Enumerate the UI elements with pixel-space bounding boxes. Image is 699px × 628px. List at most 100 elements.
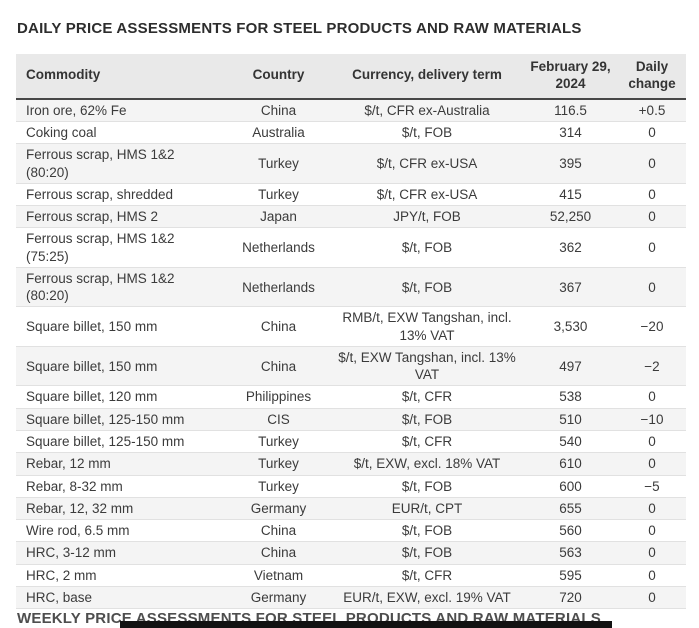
cell-country: Germany [226, 586, 331, 610]
cell-commodity: Ferrous scrap, shredded [16, 183, 226, 207]
cell-change: −5 [618, 475, 686, 498]
cell-commodity: HRC, 3-12 mm [16, 541, 226, 565]
cell-currency: $/t, FOB [331, 267, 523, 308]
cell-change: 0 [618, 183, 686, 207]
table-row: Square billet, 120 mm Philippines $/t, CFR… [16, 385, 686, 409]
cell-change: 0 [618, 452, 686, 476]
cell-currency: $/t, FOB [331, 408, 523, 432]
cell-commodity: Square billet, 150 mm [16, 306, 226, 347]
cell-country: Turkey [226, 143, 331, 184]
cell-price: 367 [523, 267, 618, 308]
cell-country: Netherlands [226, 227, 331, 268]
cell-commodity: HRC, 2 mm [16, 564, 226, 587]
cell-commodity: Coking coal [16, 121, 226, 145]
cell-price: 116.5 [523, 98, 618, 123]
cell-price: 538 [523, 385, 618, 409]
cell-currency: $/t, CFR [331, 430, 523, 454]
cell-country: Turkey [226, 430, 331, 454]
cell-commodity: Square billet, 150 mm [16, 346, 226, 387]
cell-commodity: Ferrous scrap, HMS 1&2 (80:20) [16, 143, 226, 184]
cell-price: 720 [523, 586, 618, 610]
cell-price: 362 [523, 227, 618, 268]
header-commodity: Commodity [16, 54, 226, 100]
cell-country: Turkey [226, 475, 331, 498]
table-row: Ferrous scrap, HMS 1&2 (80:20) Turkey $/t,… [16, 143, 686, 184]
cell-country: China [226, 306, 331, 347]
cell-commodity: Ferrous scrap, HMS 2 [16, 205, 226, 229]
cell-price: 52,250 [523, 205, 618, 229]
cell-commodity: Ferrous scrap, HMS 1&2 (80:20) [16, 267, 226, 308]
cell-change: −10 [618, 408, 686, 432]
cell-currency: $/t, CFR [331, 385, 523, 409]
cell-price: 395 [523, 143, 618, 184]
table-row: Rebar, 8-32 mm Turkey $/t, FOB 600 −5 [16, 475, 686, 498]
cell-commodity: Wire rod, 6.5 mm [16, 519, 226, 543]
cell-change: 0 [618, 541, 686, 565]
cell-country: Turkey [226, 183, 331, 207]
cell-currency: EUR/t, EXW, excl. 19% VAT [331, 586, 523, 610]
cell-currency: $/t, FOB [331, 227, 523, 268]
cell-commodity: Square billet, 120 mm [16, 385, 226, 409]
cell-currency: $/t, CFR ex-USA [331, 183, 523, 207]
cell-commodity: HRC, base [16, 586, 226, 610]
cell-price: 510 [523, 408, 618, 432]
cell-price: 560 [523, 519, 618, 543]
cell-currency: JPY/t, FOB [331, 205, 523, 229]
table-row: Wire rod, 6.5 mm China $/t, FOB 560 0 [16, 519, 686, 543]
cell-commodity: Rebar, 12, 32 mm [16, 497, 226, 521]
table-row: Square billet, 150 mm China $/t, EXW Tangs… [16, 346, 686, 387]
table-row: Square billet, 125-150 mm CIS $/t, FOB 510−… [16, 408, 686, 432]
cell-change: 0 [618, 564, 686, 587]
cell-change: 0 [618, 430, 686, 454]
cell-price: 3,530 [523, 306, 618, 347]
cell-country: Netherlands [226, 267, 331, 308]
cell-currency: $/t, EXW, excl. 18% VAT [331, 452, 523, 476]
cell-price: 600 [523, 475, 618, 498]
header-country: Country [226, 54, 331, 100]
table-row: Iron ore, 62% Fe China $/t, CFR ex-Austral… [16, 98, 686, 123]
table-row: Coking coal Australia $/t, FOB 314 0 [16, 121, 686, 145]
cell-change: 0 [618, 227, 686, 268]
table-row: Ferrous scrap, HMS 2 Japan JPY/t, FOB 52,25… [16, 205, 686, 229]
cell-price: 563 [523, 541, 618, 565]
cell-change: 0 [618, 519, 686, 543]
cell-price: 415 [523, 183, 618, 207]
cell-country: China [226, 519, 331, 543]
header-date: February 29, 2024 [523, 54, 618, 100]
cell-country: Germany [226, 497, 331, 521]
cell-currency: $/t, EXW Tangshan, incl. 13% VAT [331, 346, 523, 387]
cell-price: 540 [523, 430, 618, 454]
cell-currency: $/t, CFR ex-USA [331, 143, 523, 184]
cell-country: China [226, 98, 331, 123]
table-row: Rebar, 12, 32 mm Germany EUR/t, CPT 655 0 [16, 497, 686, 521]
cell-country: Australia [226, 121, 331, 145]
cell-currency: $/t, FOB [331, 541, 523, 565]
cell-change: 0 [618, 205, 686, 229]
table-row: Ferrous scrap, HMS 1&2 (80:20) Netherland… [16, 267, 686, 308]
cell-currency: $/t, FOB [331, 475, 523, 498]
cell-country: Japan [226, 205, 331, 229]
cell-change: 0 [618, 385, 686, 409]
cell-country: Philippines [226, 385, 331, 409]
cell-currency: $/t, CFR ex-Australia [331, 98, 523, 123]
table-row: Ferrous scrap, HMS 1&2 (75:25) Netherland… [16, 227, 686, 268]
cell-change: +0.5 [618, 98, 686, 123]
cell-commodity: Ferrous scrap, HMS 1&2 (75:25) [16, 227, 226, 268]
cell-change: 0 [618, 143, 686, 184]
table-row: Rebar, 12 mm Turkey $/t, EXW, excl. 18% VA… [16, 452, 686, 476]
cell-currency: $/t, FOB [331, 519, 523, 543]
cell-change: 0 [618, 586, 686, 610]
cell-currency: $/t, FOB [331, 121, 523, 145]
black-bar [120, 621, 612, 628]
cell-country: China [226, 541, 331, 565]
cell-commodity: Rebar, 12 mm [16, 452, 226, 476]
cell-currency: $/t, CFR [331, 564, 523, 587]
price-table-body: Iron ore, 62% Fe China $/t, CFR ex-Austral… [16, 98, 686, 610]
cell-price: 314 [523, 121, 618, 145]
table-row: Ferrous scrap, shredded Turkey $/t, CFR ex… [16, 183, 686, 207]
cell-change: −2 [618, 346, 686, 387]
table-row: HRC, 2 mm Vietnam $/t, CFR 595 0 [16, 564, 686, 587]
cell-country: Vietnam [226, 564, 331, 587]
cell-currency: RMB/t, EXW Tangshan, incl. 13% VAT [331, 306, 523, 347]
cell-commodity: Square billet, 125-150 mm [16, 430, 226, 454]
